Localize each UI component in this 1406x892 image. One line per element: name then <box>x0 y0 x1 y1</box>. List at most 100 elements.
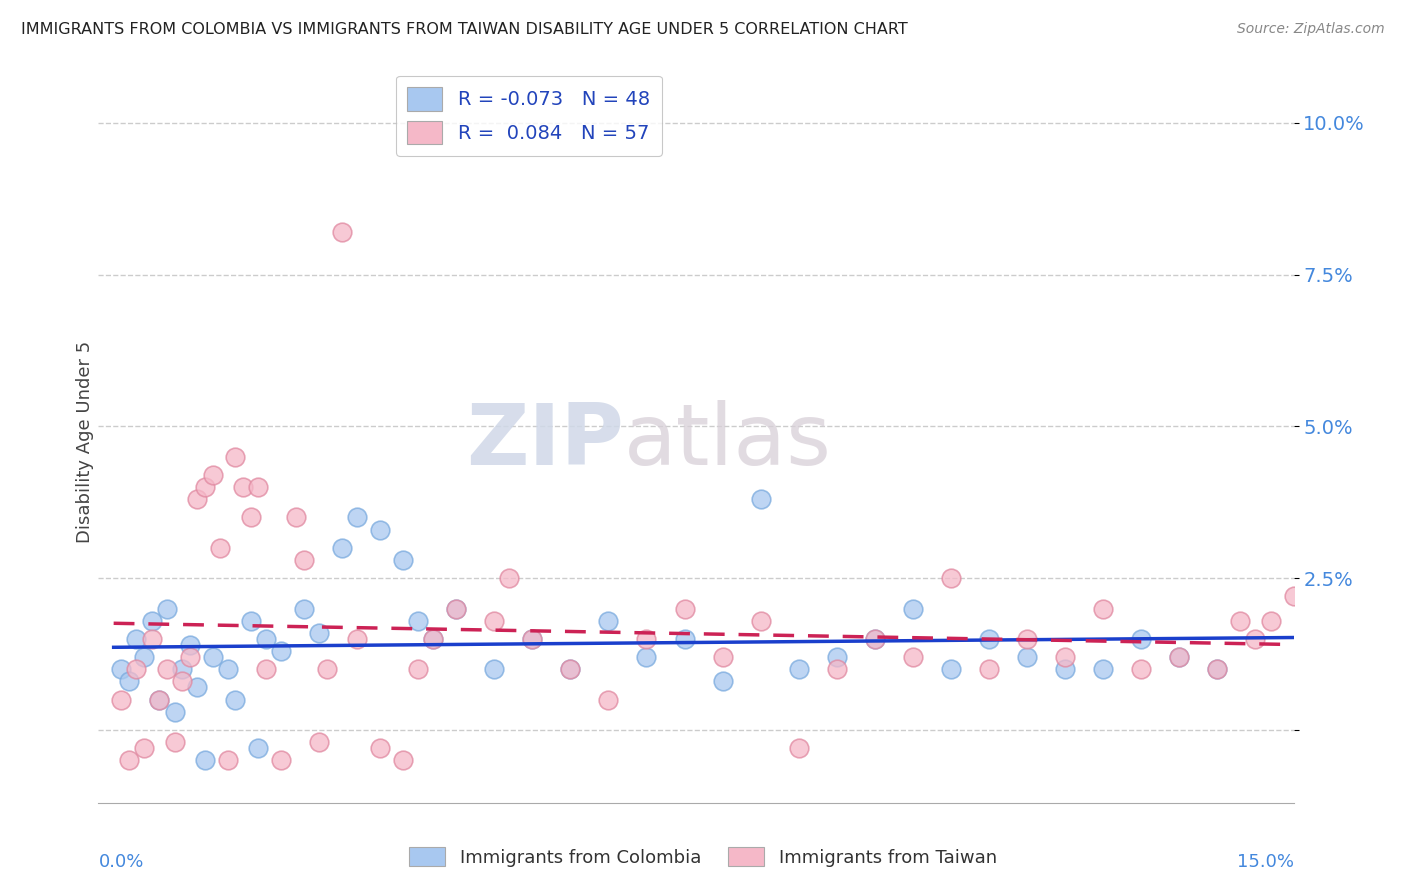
Point <box>787 662 810 676</box>
Point <box>186 681 208 695</box>
Point <box>179 650 201 665</box>
Point <box>484 614 506 628</box>
Point <box>141 614 163 628</box>
Point <box>444 601 467 615</box>
Point <box>392 753 415 767</box>
Point <box>636 632 658 646</box>
Point <box>673 601 696 615</box>
Point <box>110 692 132 706</box>
Point <box>422 632 444 646</box>
Point <box>118 674 141 689</box>
Point <box>292 601 315 615</box>
Point <box>254 632 277 646</box>
Y-axis label: Disability Age Under 5: Disability Age Under 5 <box>76 341 94 542</box>
Point <box>308 735 330 749</box>
Point <box>1092 662 1115 676</box>
Point <box>194 480 217 494</box>
Point <box>217 753 239 767</box>
Point <box>825 662 848 676</box>
Point <box>1130 662 1153 676</box>
Text: ZIP: ZIP <box>467 400 624 483</box>
Point <box>977 662 1000 676</box>
Point <box>368 741 391 756</box>
Point <box>825 650 848 665</box>
Point <box>315 662 337 676</box>
Point <box>172 662 194 676</box>
Point <box>148 692 170 706</box>
Point <box>224 450 246 464</box>
Point <box>118 753 141 767</box>
Point <box>141 632 163 646</box>
Point <box>232 480 254 494</box>
Point <box>560 662 582 676</box>
Point <box>148 692 170 706</box>
Point <box>598 692 620 706</box>
Point <box>247 480 270 494</box>
Point <box>285 510 308 524</box>
Point <box>1244 632 1267 646</box>
Point <box>186 492 208 507</box>
Point <box>422 632 444 646</box>
Point <box>1206 662 1229 676</box>
Point <box>522 632 544 646</box>
Point <box>444 601 467 615</box>
Point <box>1168 650 1191 665</box>
Point <box>201 650 224 665</box>
Point <box>346 510 368 524</box>
Point <box>711 650 734 665</box>
Point <box>254 662 277 676</box>
Point <box>498 571 520 585</box>
Point <box>1054 662 1077 676</box>
Point <box>172 674 194 689</box>
Point <box>179 638 201 652</box>
Point <box>749 492 772 507</box>
Point <box>598 614 620 628</box>
Point <box>406 662 429 676</box>
Point <box>368 523 391 537</box>
Point <box>939 662 962 676</box>
Point <box>270 753 292 767</box>
Point <box>247 741 270 756</box>
Legend: R = -0.073   N = 48, R =  0.084   N = 57: R = -0.073 N = 48, R = 0.084 N = 57 <box>395 76 662 156</box>
Point <box>330 541 353 555</box>
Point <box>1168 650 1191 665</box>
Point <box>1260 614 1282 628</box>
Point <box>484 662 506 676</box>
Point <box>711 674 734 689</box>
Point <box>1017 650 1039 665</box>
Point <box>270 644 292 658</box>
Point <box>673 632 696 646</box>
Point <box>1206 662 1229 676</box>
Point <box>901 601 924 615</box>
Point <box>1017 632 1039 646</box>
Point <box>787 741 810 756</box>
Point <box>863 632 886 646</box>
Point <box>406 614 429 628</box>
Point <box>1130 632 1153 646</box>
Point <box>239 614 262 628</box>
Point <box>132 741 155 756</box>
Text: 15.0%: 15.0% <box>1236 854 1294 871</box>
Point <box>863 632 886 646</box>
Point <box>560 662 582 676</box>
Point <box>392 553 415 567</box>
Text: 0.0%: 0.0% <box>98 854 143 871</box>
Point <box>522 632 544 646</box>
Point <box>163 735 186 749</box>
Point <box>346 632 368 646</box>
Point <box>1229 614 1251 628</box>
Point <box>156 662 179 676</box>
Point <box>132 650 155 665</box>
Point <box>749 614 772 628</box>
Point <box>330 225 353 239</box>
Point <box>1282 590 1305 604</box>
Point <box>292 553 315 567</box>
Point <box>201 467 224 482</box>
Point <box>209 541 232 555</box>
Point <box>308 625 330 640</box>
Point <box>1054 650 1077 665</box>
Point <box>156 601 179 615</box>
Point <box>1092 601 1115 615</box>
Point <box>636 650 658 665</box>
Point <box>939 571 962 585</box>
